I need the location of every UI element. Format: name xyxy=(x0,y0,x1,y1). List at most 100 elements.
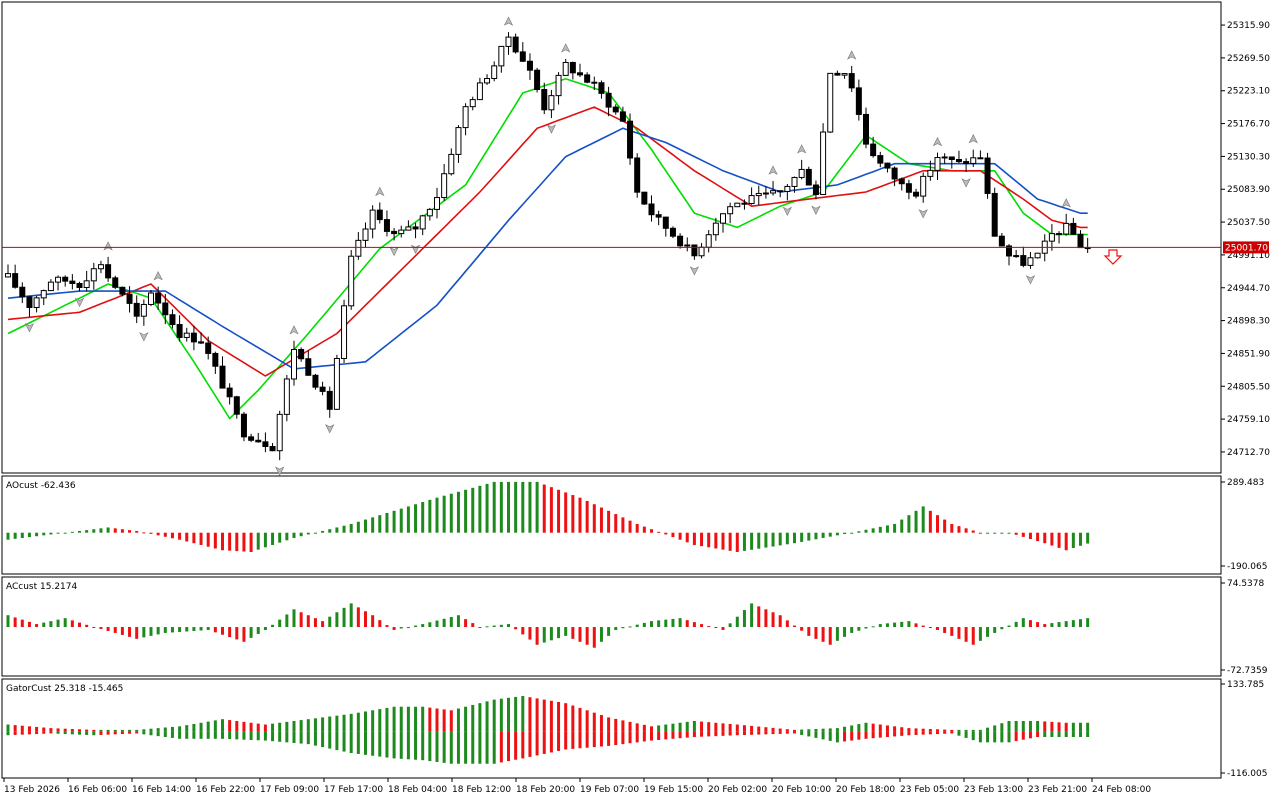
candlesticks[interactable] xyxy=(5,32,1091,461)
candle[interactable] xyxy=(562,58,569,76)
candle[interactable] xyxy=(1034,252,1041,259)
candle[interactable] xyxy=(619,106,626,122)
candle[interactable] xyxy=(820,123,827,195)
candle[interactable] xyxy=(684,237,691,252)
candle[interactable] xyxy=(333,354,340,411)
candle[interactable] xyxy=(591,76,598,91)
candle[interactable] xyxy=(140,299,147,326)
candle[interactable] xyxy=(669,226,676,239)
candle[interactable] xyxy=(119,286,126,297)
candle[interactable] xyxy=(762,186,769,199)
candle[interactable] xyxy=(534,67,541,93)
candle[interactable] xyxy=(1063,213,1070,236)
candle[interactable] xyxy=(469,96,476,111)
candle[interactable] xyxy=(419,214,426,236)
candle[interactable] xyxy=(105,256,112,282)
candle[interactable] xyxy=(734,202,741,208)
candle[interactable] xyxy=(26,295,33,317)
candle[interactable] xyxy=(934,152,941,180)
candle[interactable] xyxy=(891,166,898,187)
candle[interactable] xyxy=(112,275,119,290)
candle[interactable] xyxy=(748,187,755,205)
candle[interactable] xyxy=(448,148,455,176)
candle[interactable] xyxy=(1070,217,1077,236)
candle[interactable] xyxy=(834,70,841,76)
candle[interactable] xyxy=(634,153,641,198)
candle[interactable] xyxy=(1027,251,1034,269)
candle[interactable] xyxy=(348,249,355,310)
candle[interactable] xyxy=(283,374,290,422)
candle[interactable] xyxy=(605,86,612,117)
candle[interactable] xyxy=(97,260,104,274)
candle[interactable] xyxy=(398,225,405,238)
candle[interactable] xyxy=(169,309,176,329)
candle[interactable] xyxy=(920,172,927,203)
candle[interactable] xyxy=(863,107,869,149)
candle[interactable] xyxy=(90,262,97,290)
candle[interactable] xyxy=(555,72,562,105)
ao-indicator-panel[interactable]: AOcust -62.436 289.483 -190.065 xyxy=(1,475,1267,575)
candle[interactable] xyxy=(126,286,133,313)
candle[interactable] xyxy=(519,42,526,63)
candle[interactable] xyxy=(162,294,169,325)
candle[interactable] xyxy=(877,151,884,168)
candle[interactable] xyxy=(913,188,920,199)
candle[interactable] xyxy=(905,179,912,200)
candle[interactable] xyxy=(1020,246,1027,268)
candle[interactable] xyxy=(434,187,440,219)
candle[interactable] xyxy=(662,216,669,237)
candle[interactable] xyxy=(577,63,583,78)
candle[interactable] xyxy=(319,381,326,396)
candle[interactable] xyxy=(255,432,262,443)
candle[interactable] xyxy=(341,299,348,363)
candle[interactable] xyxy=(941,153,948,164)
ac-indicator-panel[interactable]: ACcust 15.2174 74.5378 -72.7359 xyxy=(1,576,1268,677)
candle[interactable] xyxy=(827,72,834,133)
candle[interactable] xyxy=(269,443,276,452)
candle[interactable] xyxy=(183,327,190,342)
candle[interactable] xyxy=(476,77,483,101)
candle[interactable] xyxy=(412,222,419,239)
candle[interactable] xyxy=(383,210,390,237)
candle[interactable] xyxy=(484,74,491,85)
candle[interactable] xyxy=(33,296,40,313)
price-panel[interactable]: 25315.90 25269.50 25223.10 25176.70 25130.30… xyxy=(1,1,1270,476)
candle[interactable] xyxy=(362,222,369,248)
candle[interactable] xyxy=(798,159,805,180)
candle[interactable] xyxy=(326,386,333,418)
candle[interactable] xyxy=(963,158,970,172)
candle[interactable] xyxy=(205,336,212,360)
candle[interactable] xyxy=(1056,231,1063,244)
candle[interactable] xyxy=(76,281,83,292)
candle[interactable] xyxy=(391,228,398,241)
candle[interactable] xyxy=(991,187,998,237)
candle[interactable] xyxy=(770,181,777,196)
candle[interactable] xyxy=(505,32,512,55)
candle[interactable] xyxy=(198,332,205,345)
candle[interactable] xyxy=(498,45,505,73)
candle[interactable] xyxy=(405,220,412,231)
candle[interactable] xyxy=(884,162,891,173)
candle[interactable] xyxy=(355,232,362,260)
candle[interactable] xyxy=(148,289,154,307)
candle[interactable] xyxy=(841,73,848,79)
candle[interactable] xyxy=(12,264,19,289)
candle[interactable] xyxy=(977,150,984,160)
candle[interactable] xyxy=(190,325,197,351)
candle[interactable] xyxy=(548,89,555,119)
candle[interactable] xyxy=(19,282,26,304)
candle[interactable] xyxy=(627,113,634,165)
candle[interactable] xyxy=(655,210,662,226)
candle[interactable] xyxy=(584,72,591,84)
candle[interactable] xyxy=(55,275,62,291)
candle[interactable] xyxy=(62,275,69,287)
candle[interactable] xyxy=(741,199,748,210)
candle[interactable] xyxy=(791,176,798,193)
candle[interactable] xyxy=(970,149,977,168)
candle[interactable] xyxy=(855,79,862,121)
candle[interactable] xyxy=(5,264,11,278)
candle[interactable] xyxy=(69,274,76,290)
candle[interactable] xyxy=(226,383,233,405)
candle[interactable] xyxy=(291,340,297,386)
